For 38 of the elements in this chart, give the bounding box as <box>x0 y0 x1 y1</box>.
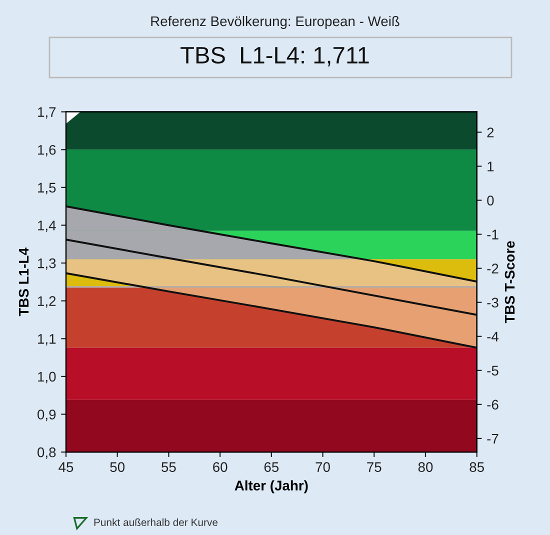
y2-tick-label: 0 <box>487 196 494 206</box>
x-tick-label: 50 <box>110 462 125 472</box>
x-tick-label: 75 <box>367 462 382 472</box>
y-axis-title: TBS L1-L4 <box>18 248 29 316</box>
x-tick-label: 45 <box>58 462 74 472</box>
line-series <box>66 272 477 349</box>
y2-tick-label: -7 <box>487 434 498 444</box>
y-tick-label: 1,1 <box>38 334 56 346</box>
y-tick-label: 1,6 <box>38 144 56 156</box>
y2-tick-label: -4 <box>487 332 499 342</box>
y-tick-label: 1,3 <box>38 258 56 270</box>
y2-tick-label: -6 <box>487 400 498 410</box>
y-tick-label: 0,9 <box>38 410 56 422</box>
y-tick-label: 1,7 <box>38 107 56 119</box>
x-axis-title: Alter (Jahr) <box>234 480 308 494</box>
line-series <box>66 238 477 316</box>
chart-title: Referenz Bevölkerung: European - Weiß <box>151 16 400 29</box>
y2-tick-label: 2 <box>487 128 494 138</box>
x-tick-label: 60 <box>213 462 228 472</box>
y2-tick-label: -2 <box>487 264 498 274</box>
y2-tick-label: -5 <box>487 366 498 376</box>
text: Punkt außerhalb der Kurve <box>94 518 218 526</box>
x-tick-label: 80 <box>418 462 433 472</box>
x-tick-label: 55 <box>162 462 176 472</box>
y-tick-label: 1,5 <box>38 182 56 194</box>
y-tick-label: 1,0 <box>38 372 56 384</box>
y-tick-label: 0,8 <box>38 447 56 459</box>
chart-subtitle: TBS L1-L4: 1,711 <box>180 46 369 66</box>
y2-axis-title: TBS T-Score <box>504 241 515 324</box>
x-tick-label: 65 <box>264 462 279 472</box>
y-tick-label: 1,4 <box>38 220 56 232</box>
y2-tick-label: -1 <box>487 230 498 240</box>
line-series <box>66 205 477 283</box>
x-tick-label: 70 <box>316 462 330 472</box>
x-tick-label: 85 <box>470 462 484 472</box>
y2-tick-label: 1 <box>488 162 494 172</box>
y-tick-label: 1,2 <box>38 296 56 308</box>
y2-tick-label: -3 <box>487 298 498 308</box>
